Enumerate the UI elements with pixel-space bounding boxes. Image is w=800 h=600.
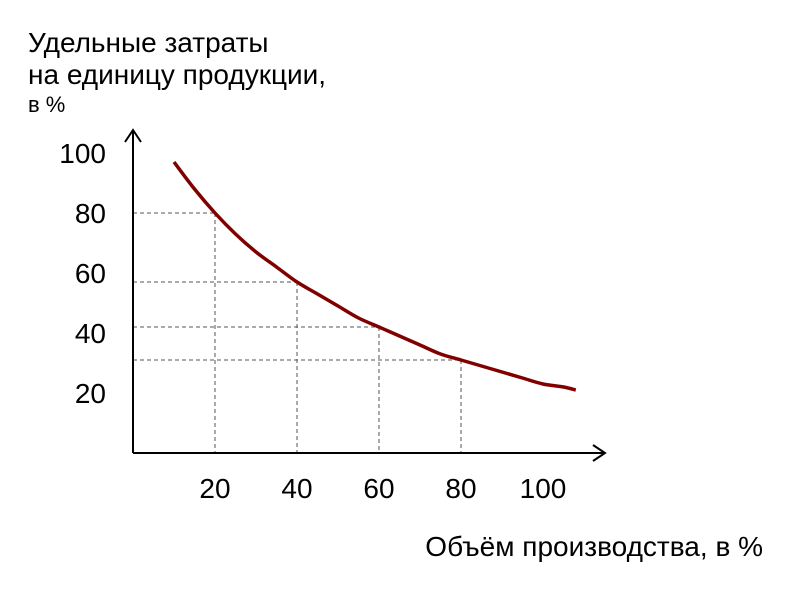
x-tick-label: 60 bbox=[363, 473, 394, 504]
y-axis-title-line-2: на единицу продукции, bbox=[28, 59, 326, 90]
y-axis-title-line-1: Удельные затраты bbox=[28, 27, 269, 58]
y-axis-title-line-3: в % bbox=[28, 92, 65, 117]
axes bbox=[124, 128, 607, 462]
x-tick-labels: 20 40 60 80 100 bbox=[199, 473, 566, 504]
y-tick-label: 80 bbox=[75, 198, 106, 229]
y-tick-label: 100 bbox=[59, 138, 106, 169]
y-axis-arrow bbox=[124, 128, 142, 143]
y-tick-label: 60 bbox=[75, 258, 106, 289]
cost-curve bbox=[172, 160, 577, 392]
reference-guides bbox=[133, 212, 462, 453]
y-tick-label: 40 bbox=[75, 318, 106, 349]
x-axis-title: Объём производства, в % bbox=[425, 531, 763, 562]
x-tick-label: 80 bbox=[445, 473, 476, 504]
x-tick-label: 100 bbox=[520, 473, 567, 504]
y-tick-label: 20 bbox=[75, 378, 106, 409]
x-tick-label: 20 bbox=[199, 473, 230, 504]
x-axis-arrow bbox=[592, 444, 607, 462]
y-tick-labels: 100 80 60 40 20 bbox=[59, 138, 106, 409]
x-tick-label: 40 bbox=[281, 473, 312, 504]
